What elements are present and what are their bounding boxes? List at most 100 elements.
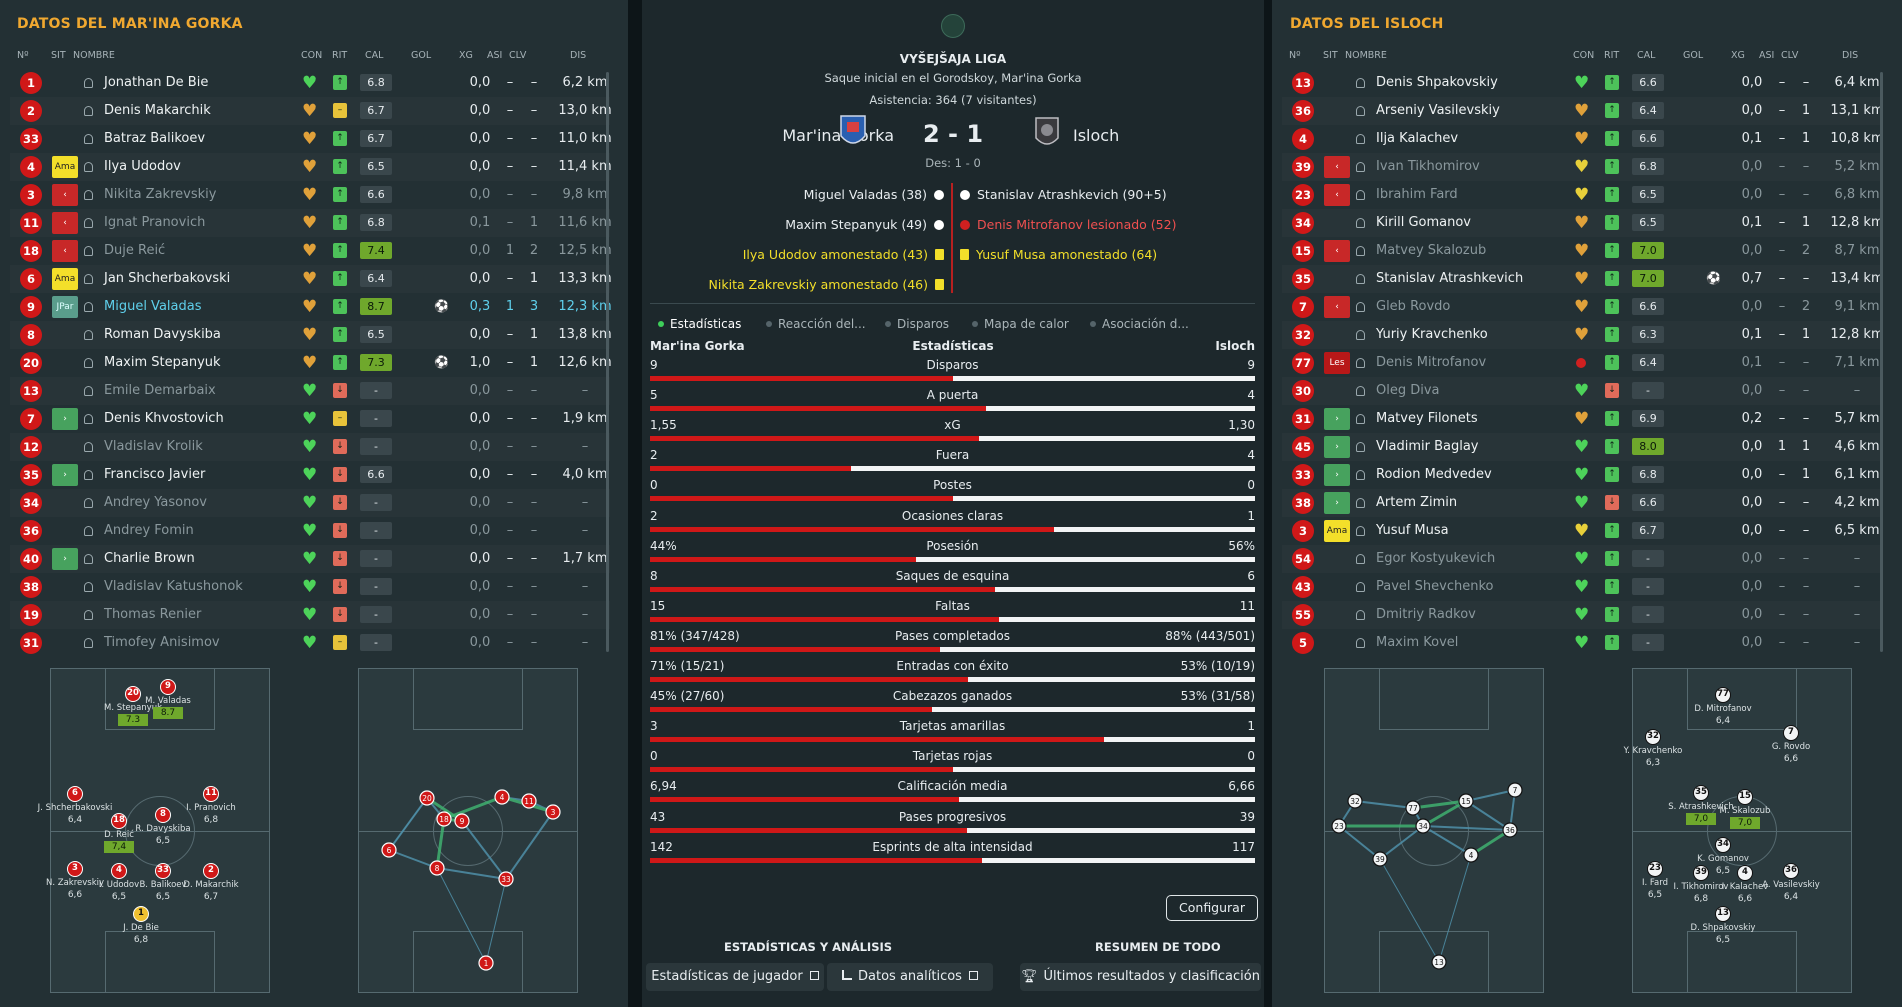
- network-node[interactable]: 20: [419, 790, 435, 806]
- player-name[interactable]: Dmitriy Radkov: [1376, 607, 1476, 622]
- player-name[interactable]: Arseniy Vasilevskiy: [1376, 103, 1500, 118]
- player-row[interactable]: 38 › Artem Zimin ♥ ↓ 6.6 0,0– –4,2 km: [1282, 489, 1882, 517]
- network-node[interactable]: 3: [545, 804, 561, 820]
- stats-tab[interactable]: Asociación d...: [1090, 317, 1189, 331]
- player-name[interactable]: Charlie Brown: [104, 551, 195, 566]
- network-node[interactable]: 11: [521, 793, 537, 809]
- player-row[interactable]: 36 Arseniy Vasilevskiy ♥ ↑ 6.4 0,0–1 13,1 km: [1282, 97, 1884, 125]
- player-name[interactable]: Pavel Shevchenko: [1376, 579, 1494, 594]
- network-node[interactable]: 13: [1431, 954, 1447, 970]
- player-name[interactable]: Gleb Rovdo: [1376, 299, 1451, 314]
- network-node[interactable]: 4: [494, 789, 510, 805]
- player-row[interactable]: 18 ‹ Duje Reić ♥ ↑ 7.4 0,0 1 2 12,5 km: [10, 237, 612, 265]
- player-name[interactable]: Jonathan De Bie: [104, 75, 209, 90]
- player-row[interactable]: 1 Jonathan De Bie ♥ ↑ 6.8 0,0– –6,2 km: [10, 69, 610, 97]
- network-node[interactable]: 1: [478, 955, 494, 971]
- column-header-con[interactable]: CON: [1573, 50, 1595, 61]
- player-row[interactable]: 43 Pavel Shevchenko ♥ ↑ -0,0– – –: [1282, 573, 1882, 601]
- network-node[interactable]: 6: [381, 842, 397, 858]
- player-row[interactable]: 38 Vladislav Katushonok ♥ ↓ -0,0– – –: [10, 573, 610, 601]
- player-row[interactable]: 39 ‹ Ivan Tikhomirov ♥ ↑ 6.8 0,0– –5,2 km: [1282, 153, 1882, 181]
- player-row[interactable]: 4 Ama Ilya Udodov ♥ ↑ 6.5 0,0– –11,4 km: [10, 153, 612, 181]
- player-name[interactable]: Maxim Stepanyuk: [104, 355, 221, 370]
- player-name[interactable]: Jan Shcherbakovski: [104, 271, 231, 286]
- column-header-no[interactable]: Nº: [17, 50, 29, 61]
- player-row[interactable]: 13 Denis Shpakovskiy ♥ ↑ 6.6 0,0– –6,4 km: [1282, 69, 1882, 97]
- player-row[interactable]: 34 Andrey Yasonov ♥ ↓ -0,0– – –: [10, 489, 610, 517]
- column-header-no[interactable]: Nº: [1289, 50, 1301, 61]
- player-row[interactable]: 35 › Francisco Javier ♥ ↓ 6.6 0,0– –4,0 km: [10, 461, 610, 489]
- player-row[interactable]: 11 ‹ Ignat Pranovich ♥ ↑ 6.8 0,1–1 11,6 km: [10, 209, 612, 237]
- home-scrollbar[interactable]: [606, 72, 609, 652]
- column-header-rit[interactable]: RIT: [332, 50, 348, 61]
- column-header-asi[interactable]: ASI: [1759, 50, 1775, 61]
- player-name[interactable]: Oleg Diva: [1376, 383, 1440, 398]
- player-name[interactable]: Ibrahim Fard: [1376, 187, 1458, 202]
- player-name[interactable]: Vladimir Baglay: [1376, 439, 1479, 454]
- network-node[interactable]: 7: [1507, 782, 1523, 798]
- player-name[interactable]: Vladislav Katushonok: [104, 579, 243, 594]
- player-name[interactable]: Nikita Zakrevskiy: [104, 187, 217, 202]
- away-team-name[interactable]: Isloch: [1073, 126, 1120, 145]
- player-row[interactable]: 30 Oleg Diva ♥ ↓ -0,0– – –: [1282, 377, 1882, 405]
- player-row[interactable]: 23 ‹ Ibrahim Fard ♥ ↑ 6.5 0,0– –6,8 km: [1282, 181, 1882, 209]
- player-name[interactable]: Artem Zimin: [1376, 495, 1458, 510]
- network-node[interactable]: 77: [1405, 800, 1421, 816]
- player-row[interactable]: 5 Maxim Kovel ♥ ↑ -0,0– – –: [1282, 629, 1882, 657]
- column-header-cal[interactable]: CAL: [1637, 50, 1656, 61]
- player-stats-button[interactable]: Estadísticas de jugador: [646, 963, 824, 991]
- player-name[interactable]: Duje Reić: [104, 243, 166, 258]
- player-row[interactable]: 3 Ama Yusuf Musa ♥ ↑ 6.7 0,0– –6,5 km: [1282, 517, 1882, 545]
- player-row[interactable]: 77 Les Denis Mitrofanov ↑ 6.4 0,1– –7,1 km: [1282, 349, 1882, 377]
- stats-tab[interactable]: Mapa de calor: [972, 317, 1069, 331]
- column-header-name[interactable]: NOMBRE: [1345, 50, 1387, 61]
- player-name[interactable]: Miguel Valadas: [104, 299, 202, 314]
- player-row[interactable]: 54 Egor Kostyukevich ♥ ↑ -0,0– – –: [1282, 545, 1882, 573]
- player-name[interactable]: Andrey Yasonov: [104, 495, 207, 510]
- stats-tab[interactable]: Reacción del...: [766, 317, 866, 331]
- column-header-sit[interactable]: SIT: [1323, 50, 1338, 61]
- player-name[interactable]: Egor Kostyukevich: [1376, 551, 1496, 566]
- player-name[interactable]: Ignat Pranovich: [104, 215, 206, 230]
- network-node[interactable]: 23: [1331, 818, 1347, 834]
- player-row[interactable]: 6 Ama Jan Shcherbakovski ♥ ↑ 6.4 0,0–1 13,3 km: [10, 265, 612, 293]
- column-header-xg[interactable]: XG: [1731, 50, 1745, 61]
- column-header-dis[interactable]: DIS: [570, 50, 587, 61]
- player-row[interactable]: 8 Roman Davyskiba ♥ ↑ 6.5 0,0–1 13,8 km: [10, 321, 612, 349]
- player-row[interactable]: 3 ‹ Nikita Zakrevskiy ♥ ↑ 6.6 0,0– –9,8 km: [10, 181, 610, 209]
- player-row[interactable]: 12 Vladislav Krolik ♥ ↓ -0,0– – –: [10, 433, 610, 461]
- player-row[interactable]: 34 Kirill Gomanov ♥ ↑ 6.5 0,1–1 12,8 km: [1282, 209, 1884, 237]
- player-name[interactable]: Ilja Kalachev: [1376, 131, 1459, 146]
- column-header-rit[interactable]: RIT: [1604, 50, 1620, 61]
- column-header-name[interactable]: NOMBRE: [73, 50, 115, 61]
- player-row[interactable]: 9 JPar Miguel Valadas ♥ ↑ 8.7 ⚽ 0,3 1 3 12,3 km: [10, 293, 612, 321]
- player-name[interactable]: Yuriy Kravchenko: [1376, 327, 1488, 342]
- player-row[interactable]: 4 Ilja Kalachev ♥ ↑ 6.6 0,1–1 10,8 km: [1282, 125, 1884, 153]
- network-node[interactable]: 18: [436, 811, 452, 827]
- column-header-dis[interactable]: DIS: [1842, 50, 1859, 61]
- network-node[interactable]: 39: [1372, 851, 1388, 867]
- player-name[interactable]: Stanislav Atrashkevich: [1376, 271, 1524, 286]
- network-node[interactable]: 33: [498, 871, 514, 887]
- player-name[interactable]: Denis Khvostovich: [104, 411, 224, 426]
- player-name[interactable]: Denis Makarchik: [104, 103, 211, 118]
- network-node[interactable]: 4: [1463, 847, 1479, 863]
- player-name[interactable]: Vladislav Krolik: [104, 439, 203, 454]
- player-row[interactable]: 32 Yuriy Kravchenko ♥ ↑ 6.3 0,1–1 12,8 km: [1282, 321, 1884, 349]
- player-name[interactable]: Kirill Gomanov: [1376, 215, 1471, 230]
- player-name[interactable]: Matvey Skalozub: [1376, 243, 1487, 258]
- column-header-clv[interactable]: CLV: [1781, 50, 1799, 61]
- configure-button[interactable]: Configurar: [1166, 895, 1258, 921]
- player-row[interactable]: 7 ‹ Gleb Rovdo ♥ ↑ 6.6 0,0–2 9,1 km: [1282, 293, 1882, 321]
- player-name[interactable]: Rodion Medvedev: [1376, 467, 1492, 482]
- player-row[interactable]: 2 Denis Makarchik ♥ –6.7 0,0– –13,0 km: [10, 97, 612, 125]
- player-name[interactable]: Roman Davyskiba: [104, 327, 221, 342]
- player-row[interactable]: 15 ‹ Matvey Skalozub ♥ ↑ 7.0 0,0–2 8,7 km: [1282, 237, 1882, 265]
- player-name[interactable]: Thomas Renier: [104, 607, 202, 622]
- player-name[interactable]: Denis Mitrofanov: [1376, 355, 1487, 370]
- network-node[interactable]: 8: [429, 860, 445, 876]
- player-name[interactable]: Ilya Udodov: [104, 159, 181, 174]
- column-header-con[interactable]: CON: [301, 50, 323, 61]
- network-node[interactable]: 15: [1458, 793, 1474, 809]
- player-name[interactable]: Matvey Filonets: [1376, 411, 1478, 426]
